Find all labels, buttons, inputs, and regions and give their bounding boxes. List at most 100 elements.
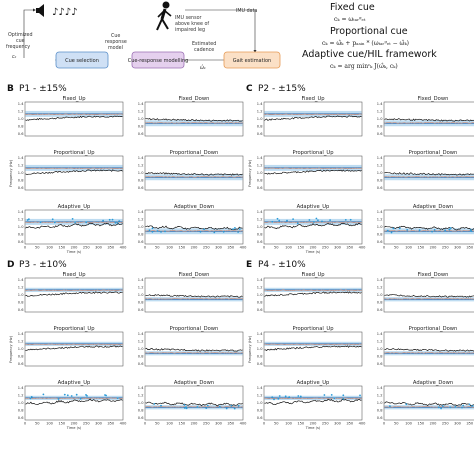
- adaptive-point: [222, 230, 225, 233]
- x-tick-label: 100: [46, 422, 54, 426]
- cue-line: [25, 221, 123, 224]
- y-tick-label: 0.6: [138, 132, 144, 136]
- adaptive-point: [431, 230, 433, 233]
- subplot-proportional-down: Proportional_Down 1.4 1.2 1.0 0.8 0.6: [138, 150, 244, 191]
- cue-line: [384, 230, 474, 232]
- panel-letter: D: [7, 260, 14, 270]
- x-tick-label: 250: [203, 246, 211, 250]
- adaptive-point: [292, 218, 294, 221]
- x-tick-label: 150: [297, 246, 305, 250]
- cadence-line: [25, 345, 123, 351]
- y-tick-label: 1.2: [257, 110, 263, 114]
- subplot-proportional-up: Proportional_Up 1.4 1.2 1.0 0.8 0.6: [18, 326, 124, 367]
- cue-line: [145, 122, 243, 124]
- y-tick-label: 0.8: [377, 179, 383, 183]
- y-tick-label: 1.2: [18, 218, 24, 222]
- adaptive-point: [39, 221, 42, 224]
- y-tick-label: 0.6: [18, 416, 24, 420]
- y-tick-label: 1.4: [377, 278, 383, 282]
- y-tick-label: 1.4: [18, 332, 24, 336]
- y-tick-label: 0.6: [18, 308, 24, 312]
- svg-text:frequency: frequency: [6, 44, 30, 50]
- x-tick-label: 400: [120, 422, 128, 426]
- y-tick-label: 1.2: [257, 218, 263, 222]
- y-tick-label: 1.4: [377, 102, 383, 106]
- y-tick-label: 0.6: [138, 416, 144, 420]
- subplot-title: Proportional_Up: [292, 326, 334, 332]
- subplot-adaptive-up: Adaptive_Up 1.4 1.2 1.0 0.8 0.60 50 100 150 200 25…: [18, 380, 127, 430]
- y-tick-label: 1.0: [257, 293, 263, 297]
- y-tick-label: 0.8: [18, 179, 24, 183]
- x-tick-label: 350: [346, 246, 354, 250]
- y-tick-label: 0.6: [377, 362, 383, 366]
- subplot-adaptive-up: Adaptive_Up 1.4 1.2 1.0 0.8 0.60 50 100 150 200 25…: [257, 204, 366, 254]
- y-tick-label: 1.0: [377, 293, 383, 297]
- y-tick-label: 0.8: [257, 301, 263, 305]
- y-tick-label: 1.0: [377, 225, 383, 229]
- y-tick-label: 0.8: [18, 301, 24, 305]
- adaptive-point: [148, 229, 151, 232]
- y-tick-label: 0.6: [257, 132, 263, 136]
- x-tick-label: 150: [58, 422, 66, 426]
- x-tick-label: 350: [466, 246, 474, 250]
- adaptive-point: [313, 221, 315, 223]
- adaptive-point: [398, 227, 401, 230]
- adaptive-point: [449, 406, 452, 409]
- adaptive-point: [153, 403, 156, 405]
- adaptive-point: [315, 217, 318, 220]
- svg-text:Estimated: Estimated: [192, 41, 216, 47]
- adaptive-point: [118, 220, 121, 223]
- x-tick-label: 0: [263, 422, 266, 426]
- adaptive-point: [151, 230, 154, 233]
- subplot-title: Adaptive_Up: [58, 380, 91, 386]
- adaptive-point: [30, 396, 33, 398]
- cue-line: [264, 289, 362, 291]
- adaptive-point: [277, 397, 280, 400]
- x-tick-label: 0: [263, 246, 266, 250]
- x-tick-label: 50: [155, 246, 160, 250]
- cadence-line: [384, 172, 474, 176]
- y-tick-label: 1.4: [377, 156, 383, 160]
- adaptive-point: [75, 393, 78, 396]
- y-axis-label: Frequency (Hz): [248, 159, 252, 187]
- subplot-title: Proportional_Down: [409, 326, 458, 332]
- proportional-cue-title: Proportional cue: [330, 26, 408, 37]
- x-tick-label: 350: [227, 246, 235, 250]
- y-tick-label: 1.2: [18, 286, 24, 290]
- subplot-title: Adaptive_Down: [413, 204, 453, 210]
- y-tick-label: 0.8: [377, 409, 383, 413]
- x-tick-label: 50: [394, 422, 399, 426]
- adaptive-point: [183, 404, 186, 406]
- svg-text:model: model: [108, 45, 123, 51]
- x-tick-label: 50: [35, 422, 40, 426]
- y-tick-label: 1.4: [138, 156, 144, 160]
- adaptive-point: [299, 395, 302, 398]
- svg-text:response: response: [105, 39, 127, 45]
- subplot-adaptive-up: Adaptive_Up 1.4 1.2 1.0 0.8 0.60 50 100 150 200 25…: [257, 380, 366, 430]
- y-tick-label: 1.2: [18, 164, 24, 168]
- adaptive-point: [454, 406, 457, 408]
- adaptive-point: [51, 218, 54, 221]
- y-tick-label: 0.6: [377, 240, 383, 244]
- adaptive-point: [271, 396, 274, 399]
- adaptive-point: [218, 405, 221, 408]
- y-tick-label: 1.2: [377, 164, 383, 168]
- subplot-proportional-down: Proportional_Down 1.4 1.2 1.0 0.8 0.6: [377, 326, 474, 367]
- subplot-proportional-down: Proportional_Down 1.4 1.2 1.0 0.8 0.6: [377, 150, 474, 191]
- x-tick-label: 300: [215, 246, 223, 250]
- adaptive-point: [342, 397, 345, 400]
- x-tick-label: 300: [215, 422, 223, 426]
- cadence-line: [145, 172, 243, 176]
- y-tick-label: 1.0: [257, 401, 263, 405]
- x-tick-label: 100: [285, 246, 293, 250]
- subplot-title: Fixed_Up: [301, 96, 325, 102]
- adaptive-point: [151, 227, 154, 230]
- adaptive-point: [440, 407, 442, 410]
- x-tick-label: 400: [240, 422, 248, 426]
- adaptive-cue-equation: cₖ = arg minᶜₖ J(ω̂ₖ, cₖ): [330, 63, 398, 70]
- adaptive-point: [359, 394, 361, 397]
- x-tick-label: 400: [359, 246, 367, 250]
- adaptive-point: [230, 404, 233, 407]
- x-tick-label: 150: [417, 422, 425, 426]
- y-tick-label: 0.8: [257, 233, 263, 237]
